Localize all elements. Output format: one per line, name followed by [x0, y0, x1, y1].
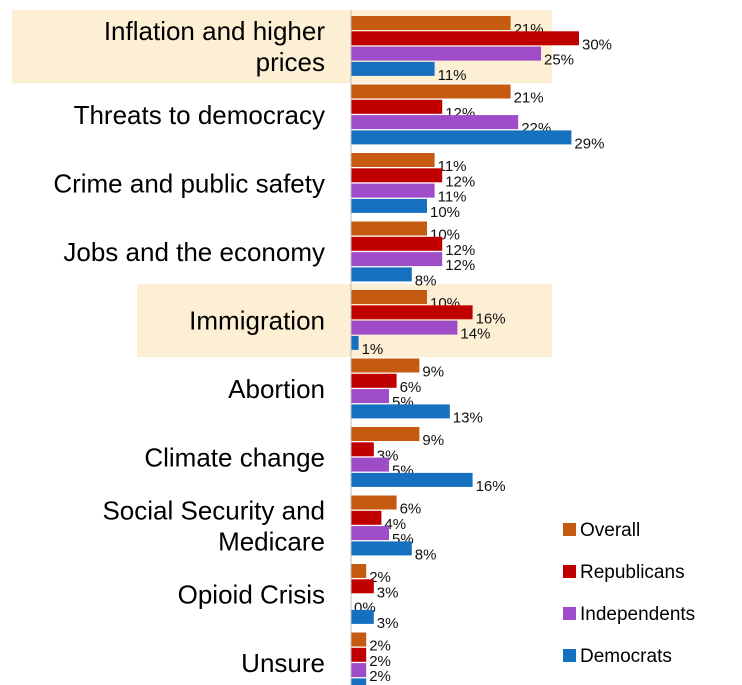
highlight-band: [137, 284, 552, 358]
bar: [351, 526, 389, 541]
bar: [351, 153, 435, 167]
legend: Overall Republicans Independents Democrats: [563, 520, 695, 667]
value-label: 11%: [438, 158, 467, 175]
category-label: Jobs and the economy: [63, 237, 325, 267]
category-label: Inflation and higher prices: [104, 16, 326, 77]
bar: [351, 115, 519, 130]
category-label: Crime and public safety: [53, 169, 325, 199]
value-label: 16%: [476, 478, 506, 495]
category-label: Immigration: [189, 306, 325, 336]
bar: [351, 632, 367, 647]
bar: [351, 84, 511, 99]
bar: [351, 236, 443, 251]
bar: [351, 183, 435, 198]
bar: [351, 663, 367, 678]
value-label: 2%: [369, 653, 391, 670]
value-label: 13%: [453, 409, 483, 426]
legend-swatch: [563, 565, 576, 578]
value-label: 3%: [377, 584, 399, 601]
bar: [351, 647, 367, 662]
bar: [351, 472, 473, 487]
legend-swatch: [563, 607, 576, 620]
bar: [351, 564, 367, 578]
bar: [351, 130, 572, 145]
bar: [351, 46, 541, 61]
value-label: 6%: [400, 379, 422, 396]
value-label: 14%: [460, 326, 490, 343]
value-label: 2%: [369, 668, 391, 685]
value-label: 4%: [384, 516, 406, 533]
value-label: 12%: [445, 173, 475, 190]
value-label: 29%: [574, 135, 604, 152]
value-label: 16%: [476, 310, 506, 327]
value-label: 6%: [400, 501, 422, 518]
value-label: 9%: [422, 432, 444, 449]
bar: [351, 267, 412, 282]
value-label: 30%: [582, 36, 612, 53]
category-label: Threats to democracy: [74, 100, 325, 130]
legend-label: Independents: [580, 604, 695, 625]
value-label: 8%: [415, 272, 437, 289]
value-label: 11%: [438, 189, 467, 206]
bar: [351, 221, 427, 236]
bar: [351, 99, 443, 114]
bar: [351, 358, 420, 373]
category-label: Climate change: [144, 443, 325, 473]
category-label: Opioid Crisis: [178, 580, 325, 610]
legend-swatch: [563, 523, 576, 536]
bar: [351, 31, 579, 46]
bar: [351, 442, 374, 457]
bar: [351, 404, 450, 419]
bar: [351, 305, 473, 320]
bar: [351, 373, 397, 388]
value-label: 2%: [369, 683, 391, 685]
bar: [351, 252, 443, 267]
bar: [351, 61, 435, 76]
bar: [351, 541, 412, 556]
value-label: 1%: [362, 341, 384, 358]
bar: [351, 678, 367, 685]
bar: [351, 335, 359, 350]
category-label: Unsure: [241, 648, 325, 678]
value-label: 21%: [514, 90, 544, 107]
category-label: Abortion: [228, 374, 325, 404]
bar: [351, 16, 511, 30]
bar: [351, 290, 427, 304]
value-label: 2%: [369, 638, 391, 655]
legend-swatch: [563, 649, 576, 662]
value-label: 25%: [544, 52, 574, 69]
value-label: 10%: [430, 204, 460, 221]
value-label: 12%: [445, 257, 475, 274]
bar: [351, 427, 420, 441]
value-label: 8%: [415, 546, 437, 563]
bar: [351, 198, 427, 213]
bar: [351, 495, 397, 510]
legend-label: Overall: [580, 520, 640, 541]
value-label: 9%: [422, 364, 444, 381]
legend-label: Democrats: [580, 646, 672, 667]
value-label: 11%: [438, 67, 467, 84]
bar: [351, 457, 389, 472]
bar: [351, 389, 389, 404]
value-label: 12%: [445, 242, 475, 259]
bar: [351, 609, 374, 624]
bar: [351, 579, 374, 594]
bar: [351, 320, 458, 335]
bar: [351, 510, 382, 525]
value-label: 3%: [377, 615, 399, 632]
bar: [351, 168, 443, 183]
value-label: 2%: [369, 569, 391, 586]
legend-label: Republicans: [580, 562, 685, 583]
category-label: Social Security and Medicare: [102, 496, 325, 557]
